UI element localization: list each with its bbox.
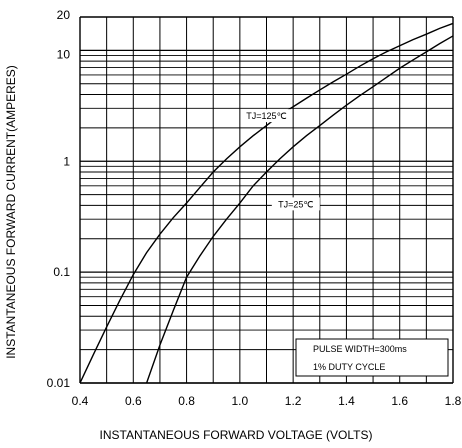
x-tick-label: 1.6 — [391, 394, 408, 408]
x-tick-label: 0.4 — [72, 394, 89, 408]
x-tick-label: 1.2 — [285, 394, 302, 408]
y-tick-label: 10 — [57, 47, 71, 61]
pulse-info-box: PULSE WIDTH=300ms 1% DUTY CYCLE — [295, 338, 449, 377]
annotation-background — [242, 109, 291, 123]
y-tick-label: 0.01 — [47, 376, 71, 390]
x-tick-label: 1.8 — [445, 394, 462, 408]
y-tick-label: 20 — [57, 8, 71, 22]
annotation-tj125: TJ=125℃ — [246, 111, 286, 121]
series-curve-tj125 — [79, 22, 454, 384]
curve-annotations: TJ=125℃ TJ=25℃ — [242, 109, 320, 211]
grid-lines — [79, 16, 454, 384]
annotation-background — [271, 197, 320, 211]
y-tick-labels: 20 10 1 0.1 0.01 — [47, 8, 71, 390]
y-tick-label: 1 — [63, 154, 70, 168]
series-curve-tj25 — [145, 35, 454, 384]
x-tick-label: 1.4 — [338, 394, 355, 408]
x-axis-title: INSTANTANEOUS FORWARD VOLTAGE (VOLTS) — [100, 428, 373, 442]
y-axis-title: INSTANTANEOUS FORWARD CURRENT(AMPERES) — [4, 65, 18, 359]
curves — [79, 22, 454, 384]
pulse-width-label: PULSE WIDTH=300ms — [313, 344, 407, 354]
x-tick-label: 0.8 — [178, 394, 195, 408]
y-tick-label: 0.1 — [53, 265, 70, 279]
pulse-info-box-frame — [295, 338, 449, 377]
x-tick-label: 1.0 — [232, 394, 249, 408]
annotation-tj25: TJ=25℃ — [278, 199, 313, 209]
x-tick-labels: 0.4 0.6 0.8 1.0 1.2 1.4 1.6 1.8 — [72, 394, 462, 408]
duty-cycle-label: 1% DUTY CYCLE — [313, 362, 385, 372]
x-tick-label: 0.6 — [125, 394, 142, 408]
